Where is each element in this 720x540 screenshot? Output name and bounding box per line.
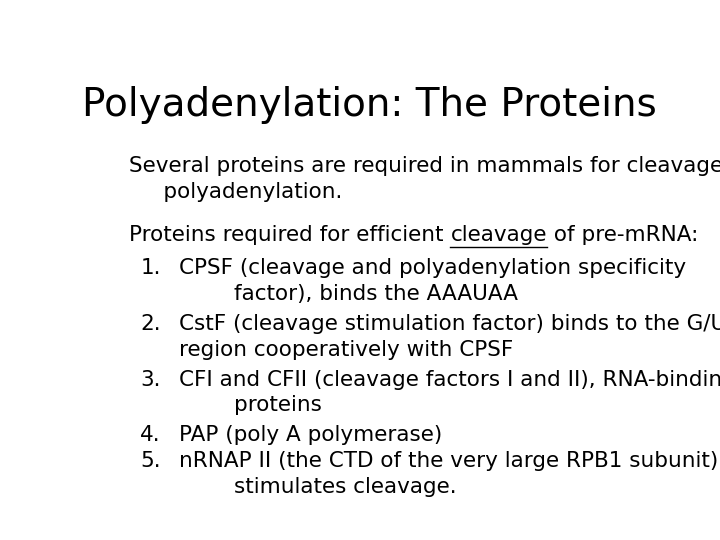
Text: 5.: 5. [140, 451, 161, 471]
Text: CstF (cleavage stimulation factor) binds to the G/U      rich: CstF (cleavage stimulation factor) binds… [179, 314, 720, 334]
Text: Polyadenylation: The Proteins: Polyadenylation: The Proteins [81, 85, 657, 124]
Text: polyadenylation.: polyadenylation. [129, 182, 343, 202]
Text: 1.: 1. [140, 258, 161, 278]
Text: Proteins required for efficient: Proteins required for efficient [129, 225, 451, 245]
Text: 4.: 4. [140, 426, 161, 446]
Text: CPSF (cleavage and polyadenylation specificity: CPSF (cleavage and polyadenylation speci… [179, 258, 686, 278]
Text: Several proteins are required in mammals for cleavage and: Several proteins are required in mammals… [129, 156, 720, 176]
Text: region cooperatively with CPSF: region cooperatively with CPSF [179, 340, 513, 360]
Text: 3.: 3. [140, 369, 161, 389]
Text: cleavage: cleavage [451, 225, 547, 245]
Text: stimulates cleavage.: stimulates cleavage. [179, 477, 457, 497]
Text: proteins: proteins [179, 395, 322, 415]
Text: factor), binds the AAAUAA: factor), binds the AAAUAA [179, 284, 518, 304]
Text: PAP (poly A polymerase): PAP (poly A polymerase) [179, 426, 443, 446]
Text: nRNAP II (the CTD of the very large RPB1 subunit): nRNAP II (the CTD of the very large RPB1… [179, 451, 719, 471]
Text: 2.: 2. [140, 314, 161, 334]
Text: CFI and CFII (cleavage factors I and II), RNA-binding: CFI and CFII (cleavage factors I and II)… [179, 369, 720, 389]
Text: of pre-mRNA:: of pre-mRNA: [547, 225, 698, 245]
